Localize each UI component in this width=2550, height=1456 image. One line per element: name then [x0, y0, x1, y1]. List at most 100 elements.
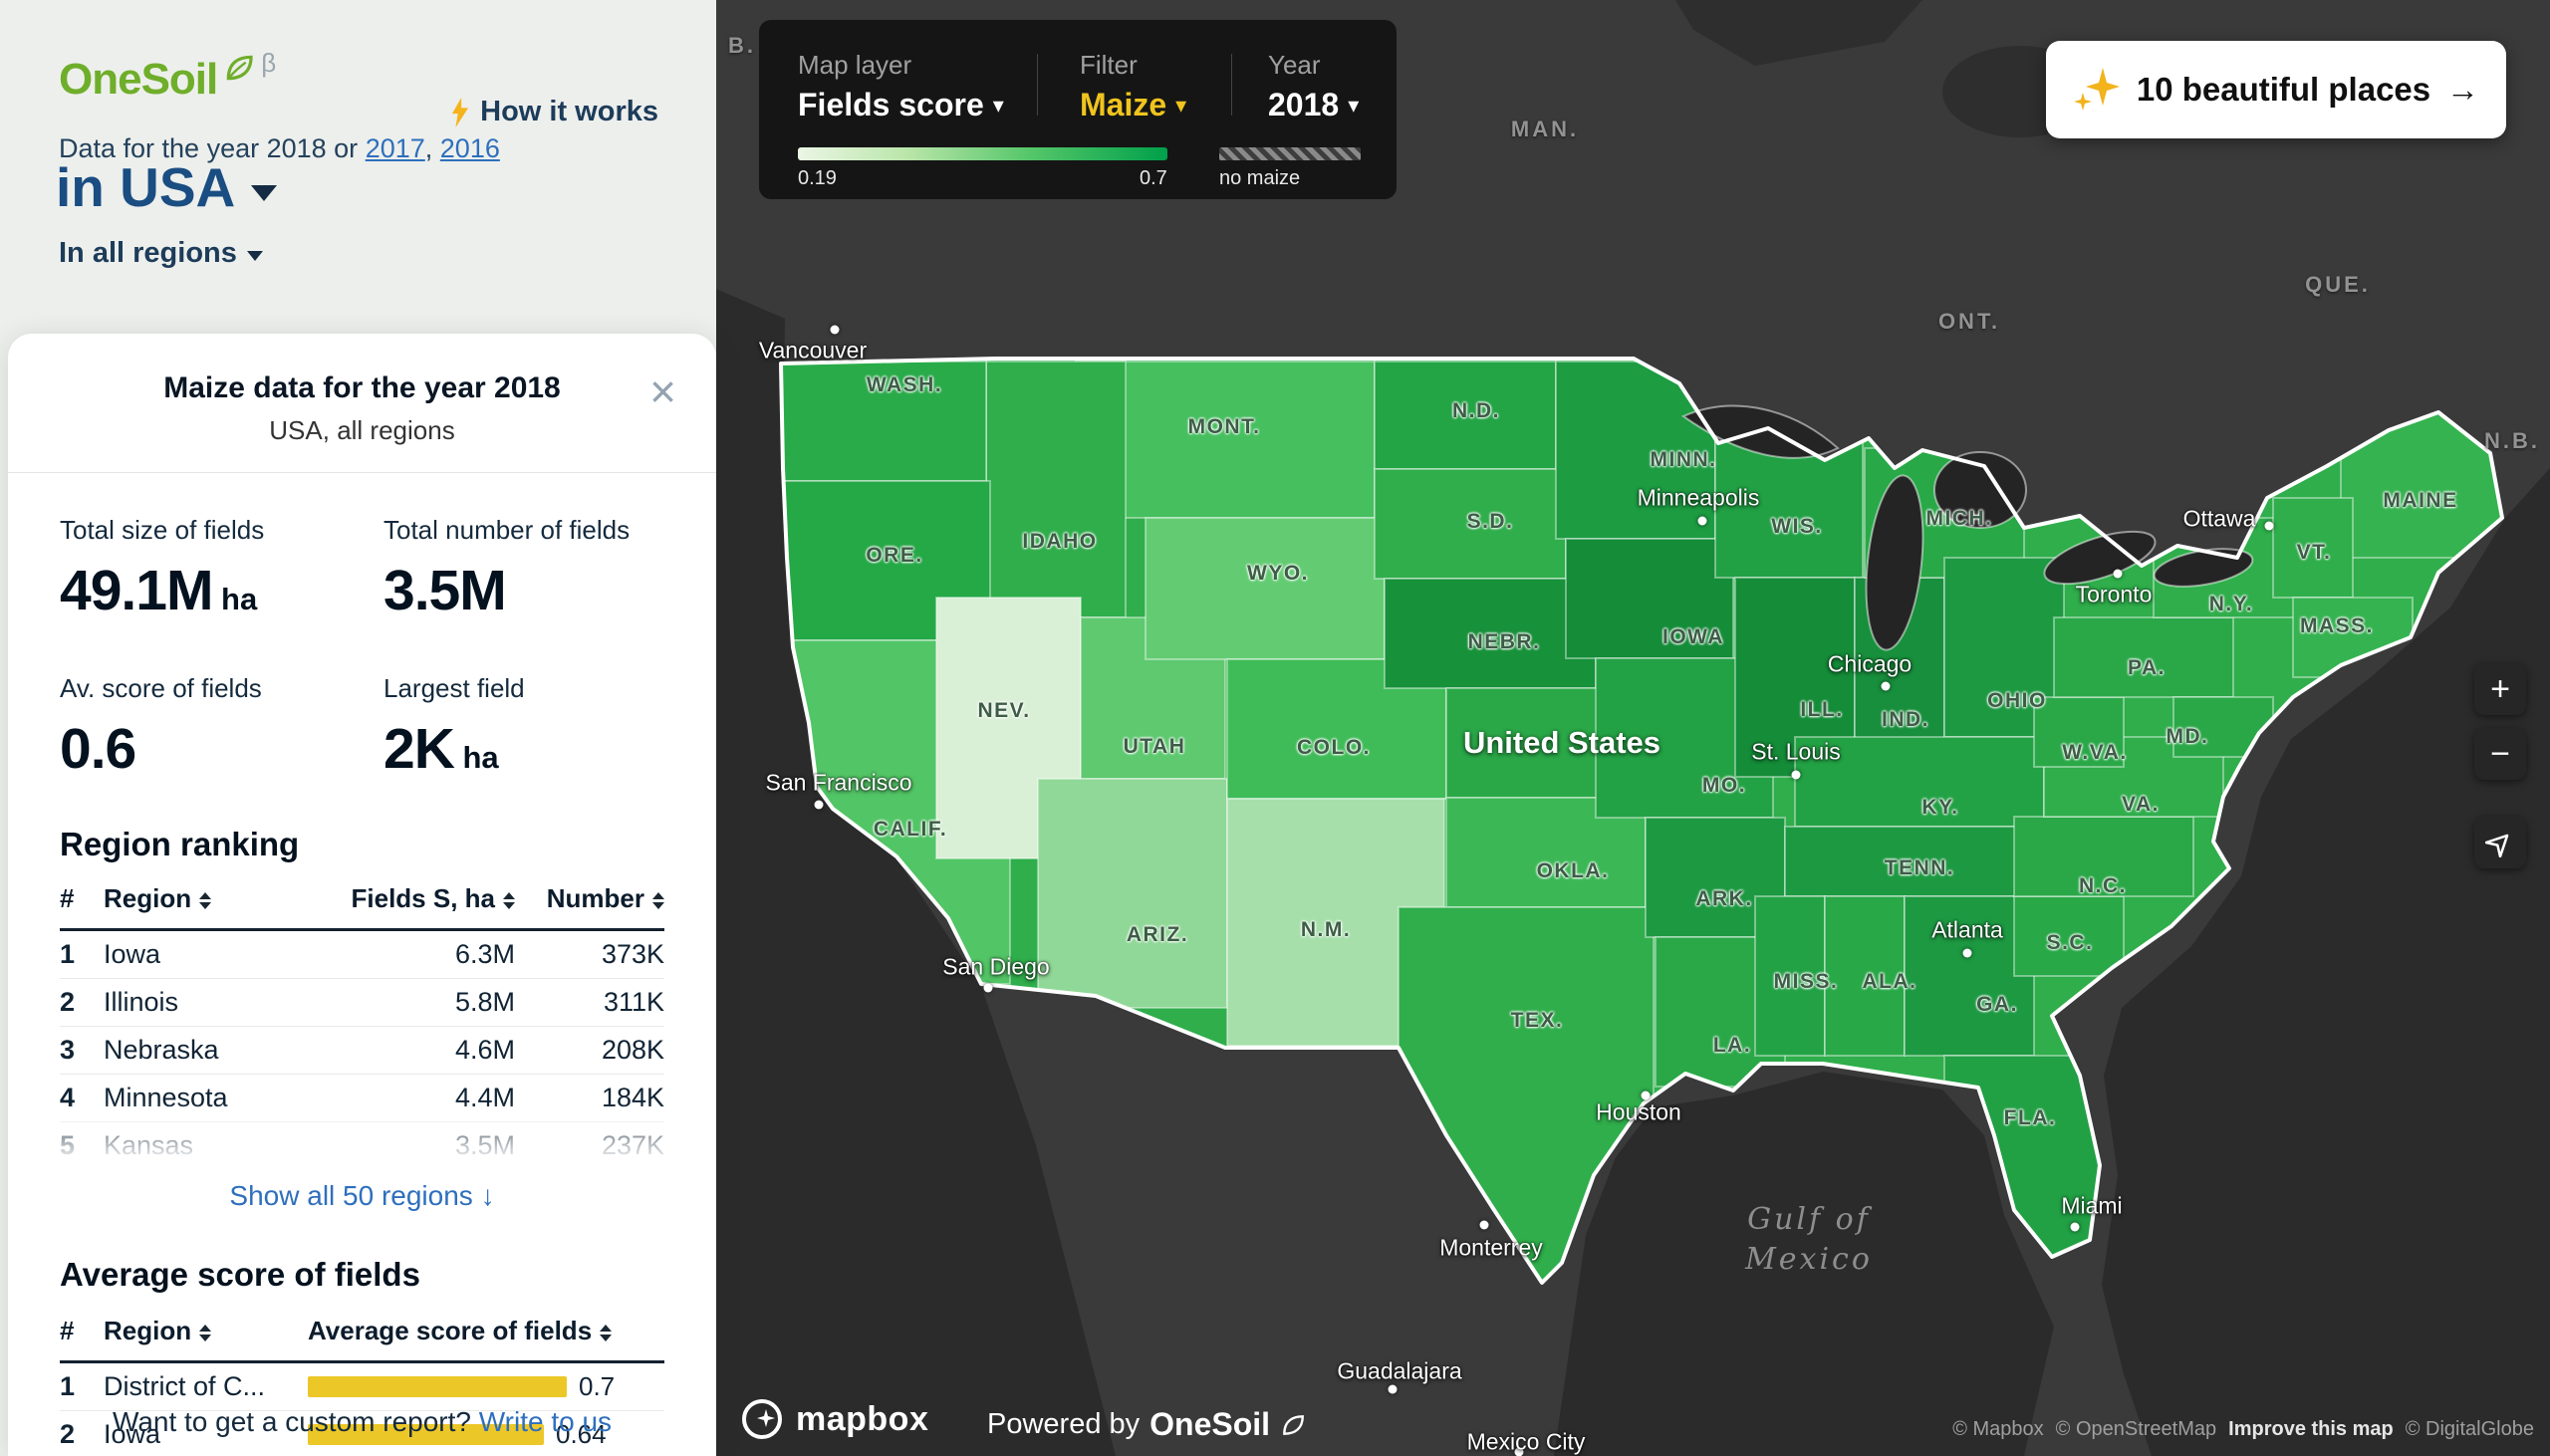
card-title: Maize data for the year 2018: [163, 371, 561, 404]
card-subtitle: USA, all regions: [269, 415, 455, 445]
mapbox-logo[interactable]: mapbox: [740, 1397, 928, 1441]
sort-icon: [199, 891, 212, 909]
col-score-sort[interactable]: Average score of fields: [308, 1310, 664, 1363]
table-row: 2 Illinois 5.8M 311K: [60, 978, 664, 1027]
leaf-icon: [226, 55, 253, 81]
year-links: Data for the year 2018 or 2017, 2016: [59, 133, 500, 164]
beautiful-places-button[interactable]: 10 beautiful places →: [2046, 41, 2506, 138]
filter-select[interactable]: Maize ▾: [1080, 87, 1187, 122]
stat-value: 2K ha: [383, 717, 499, 781]
zoom-in-button[interactable]: +: [2474, 663, 2526, 715]
no-maize-bar: [1219, 147, 1361, 160]
region-selector[interactable]: In all regions: [59, 237, 263, 270]
year-2016-link[interactable]: 2016: [439, 133, 500, 163]
stat: Largest field 2K ha: [383, 673, 664, 782]
lightning-icon: [452, 97, 469, 127]
sort-icon: [652, 891, 664, 909]
stat-value: 49.1M ha: [60, 559, 258, 622]
col-rank: #: [60, 877, 104, 931]
table-row: 2 Iowa 0.64: [60, 1410, 664, 1456]
map-layer-select[interactable]: Fields score ▾: [798, 87, 1004, 122]
chevron-down-icon: ▾: [1348, 92, 1360, 118]
table-row: 4 Minnesota 4.4M 184K: [60, 1074, 664, 1122]
legend-max: 0.7: [1140, 167, 1167, 189]
stat-value: 0.6: [60, 717, 136, 781]
stat-value: 3.5M: [383, 559, 507, 622]
col-rank: #: [60, 1310, 104, 1363]
col-region-sort[interactable]: Region: [104, 877, 306, 931]
score-bar: [308, 1376, 567, 1397]
stats-grid: Total size of fields 49.1M ha Total number…: [8, 473, 716, 782]
arrow-right-icon: →: [2446, 71, 2480, 108]
col-region-sort[interactable]: Region: [104, 1310, 308, 1363]
table-row: 1 Iowa 6.3M 373K: [60, 929, 664, 979]
locate-button[interactable]: [2474, 817, 2526, 868]
region-ranking-heading: Region ranking: [60, 826, 300, 862]
brand-name: OneSoil: [59, 55, 218, 104]
sidebar: OneSoil β How it works Data for the year…: [0, 0, 716, 1456]
chevron-down-icon: [251, 185, 278, 201]
stat-label: Largest field: [383, 673, 525, 703]
onesoil-logo[interactable]: OneSoil β: [59, 50, 276, 104]
col-number-sort[interactable]: Number: [515, 877, 664, 931]
map-layer-label: Map layer: [798, 50, 912, 80]
navigation-arrow-icon: [2485, 834, 2509, 857]
map-attribution: © Mapbox © OpenStreetMap Improve this ma…: [1952, 1418, 2534, 1441]
stat: Av. score of fields 0.6: [60, 673, 383, 782]
year-select[interactable]: 2018 ▾: [1268, 87, 1360, 122]
show-all-regions-link[interactable]: Show all 50 regions ↓: [229, 1180, 495, 1211]
sort-icon: [199, 1324, 212, 1341]
osm-attribution-link[interactable]: © OpenStreetMap: [2055, 1418, 2217, 1440]
chevron-down-icon: [246, 250, 263, 261]
table-row: 1 District of C... 0.7: [60, 1361, 664, 1411]
footer-text: Want to get a custom report?: [112, 1406, 479, 1437]
how-it-works-link[interactable]: How it works: [450, 96, 658, 128]
mapbox-attribution-link[interactable]: © Mapbox: [1952, 1418, 2044, 1440]
stat: Total size of fields 49.1M ha: [60, 515, 383, 623]
region-ranking-body: 1 Iowa 6.3M 373K 2 Illinois 5.8M 311K 3 Nebraska 4…: [60, 929, 664, 1174]
stat-label: Av. score of fields: [60, 673, 262, 703]
write-to-us-link[interactable]: Write to us: [478, 1406, 613, 1437]
region-ranking-table: # Region Fields S, ha Number 1 Iowa 6.3M 37…: [60, 877, 664, 1174]
close-button[interactable]: ×: [643, 367, 682, 415]
data-card: × Maize data for the year 2018 USA, all …: [8, 334, 716, 1456]
zoom-controls: + −: [2474, 663, 2526, 780]
custom-report-footer: Want to get a custom report? Write to us: [8, 1406, 716, 1438]
chevron-down-icon: ▾: [1175, 92, 1187, 118]
table-row: 6North Dakota3M90K: [60, 1169, 664, 1174]
gulf-of-mexico-water: [1554, 1072, 2054, 1456]
stat-label: Total size of fields: [60, 515, 265, 545]
onesoil-leaf-icon: [1283, 1414, 1305, 1435]
sort-icon: [503, 891, 515, 909]
filter-label: Filter: [1080, 50, 1138, 80]
year-line-text: Data for the year 2018 or: [59, 133, 366, 163]
zoom-out-button[interactable]: −: [2474, 728, 2526, 780]
table-row: 5 Kansas 3.5M 237K: [60, 1121, 664, 1170]
map-layer-panel: Map layer Fields score ▾ Filter Maize ▾ Ye…: [759, 20, 1397, 199]
beta-badge: β: [261, 48, 277, 78]
chevron-down-icon: ▾: [992, 92, 1004, 118]
avg-score-body: 1 District of C... 0.7 2 Iowa 0.64: [60, 1361, 664, 1456]
pacific-ocean: [716, 289, 1116, 1456]
score-bar: [308, 1424, 544, 1445]
col-fields-sort[interactable]: Fields S, ha: [306, 877, 515, 931]
legend-no-maize: no maize: [1219, 167, 1301, 189]
stat-label: Total number of fields: [383, 515, 631, 545]
powered-by-onesoil: Powered by OneSoil: [987, 1406, 1306, 1443]
improve-map-link[interactable]: Improve this map: [2228, 1418, 2394, 1440]
mapbox-icon: [742, 1399, 782, 1439]
score-gradient-bar: [798, 147, 1167, 160]
stat: Total number of fields 3.5M: [383, 515, 664, 623]
hudson-bay: [1675, 0, 1922, 66]
avg-score-table: # Region Average score of fields 1 Distri…: [60, 1310, 664, 1456]
year-line-separator: ,: [424, 133, 440, 163]
card-header: Maize data for the year 2018 USA, all re…: [8, 334, 716, 473]
year-2017-link[interactable]: 2017: [365, 133, 425, 163]
atlantic-ocean: [2102, 468, 2550, 1456]
legend-min: 0.19: [798, 167, 837, 189]
year-label: Year: [1268, 50, 1321, 80]
country-selector[interactable]: in USA: [56, 155, 278, 219]
sparkles-icon: [2073, 68, 2120, 111]
